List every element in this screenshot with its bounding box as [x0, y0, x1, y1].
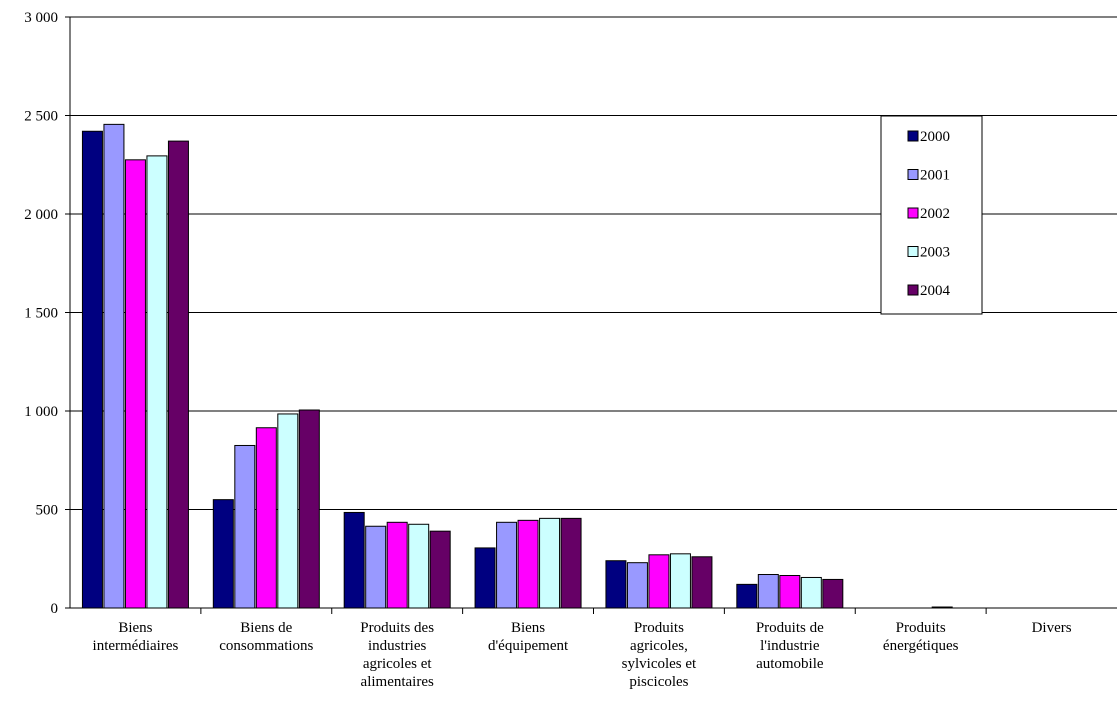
- x-tick-label-line: Produits des: [360, 620, 434, 636]
- x-tick-label-line: piscicoles: [629, 674, 688, 690]
- legend-swatch: [907, 130, 919, 142]
- bar: [81, 130, 103, 609]
- bar: [103, 123, 125, 609]
- legend-swatch: [907, 246, 919, 257]
- x-tick-label: Produits énergétiques: [883, 620, 959, 654]
- bar: [167, 140, 189, 609]
- x-tick-label-line: sylvicoles et: [622, 656, 697, 672]
- x-tick-label: Divers: [1032, 620, 1072, 636]
- bar: [124, 159, 146, 609]
- bar: [757, 574, 779, 609]
- legend: 2000 2001 2002 2003 2004: [880, 115, 983, 315]
- x-tick-label-line: Produits de: [756, 620, 824, 636]
- bar: [560, 517, 582, 609]
- bar: [386, 521, 408, 609]
- x-tick-label: Produits de l'industrie automobile: [756, 620, 824, 672]
- x-tick-label: Produits agricoles, sylvicoles et piscicole…: [622, 620, 697, 690]
- bar: [343, 511, 365, 609]
- legend-swatch: [907, 169, 919, 180]
- axes: [65, 16, 1117, 614]
- legend-swatch: [907, 207, 919, 219]
- bar: [408, 523, 430, 609]
- bar: [800, 576, 822, 609]
- x-tick-label-line: énergétiques: [883, 638, 959, 654]
- bar: [539, 517, 561, 609]
- x-tick-label-line: Produits: [634, 620, 684, 636]
- bar: [429, 530, 451, 609]
- x-tick-label-line: Divers: [1032, 620, 1072, 636]
- bar: [234, 444, 256, 609]
- x-tick-label-line: agricoles,: [630, 638, 688, 654]
- x-tick-label: Biens intermédiaires: [93, 620, 179, 654]
- bar: [669, 553, 691, 609]
- x-tick-label-line: d'équipement: [488, 638, 569, 654]
- bar: [517, 519, 539, 609]
- x-tick-label-line: automobile: [756, 656, 824, 672]
- x-tick-label-line: l'industrie: [760, 638, 820, 654]
- x-tick-labels: Biens intermédiaires Biens de consommations…: [93, 620, 1072, 690]
- x-tick-label-line: Produits: [896, 620, 946, 636]
- bar: [212, 499, 234, 609]
- bar: [298, 409, 320, 609]
- x-tick-label-line: Biens de: [240, 620, 292, 636]
- y-tick-label: 0: [51, 601, 59, 617]
- x-tick-label: Biens d'équipement: [488, 620, 569, 654]
- legend-label: 2000: [920, 129, 950, 145]
- bar: [496, 521, 518, 609]
- y-tick-label: 2 500: [24, 109, 58, 125]
- bar: [474, 547, 496, 609]
- y-tick-labels: 0 500 1 000 1 500 2 000 2 500 3 000: [24, 10, 58, 617]
- bar: [255, 427, 277, 609]
- bar: [648, 554, 670, 609]
- legend-label: 2003: [920, 245, 950, 261]
- y-tick-label: 2 000: [24, 207, 58, 223]
- bar: [605, 560, 627, 609]
- x-tick-label-line: Biens: [511, 620, 545, 636]
- legend-label: 2004: [920, 283, 951, 299]
- x-tick-label: Produits des industries agricoles et alimen…: [360, 620, 434, 690]
- bar: [691, 556, 713, 609]
- legend-label: 2002: [920, 206, 950, 222]
- bar: [146, 155, 168, 609]
- grid-lines: [70, 16, 1117, 510]
- legend-label: 2001: [920, 168, 950, 184]
- x-tick-label-line: Biens: [118, 620, 152, 636]
- y-tick-label: 500: [36, 503, 59, 519]
- y-tick-label: 1 500: [24, 306, 58, 322]
- bar: [365, 525, 387, 609]
- bar: [277, 413, 299, 609]
- bars: [81, 123, 953, 609]
- y-tick-label: 1 000: [24, 404, 58, 420]
- x-tick-label-line: consommations: [219, 638, 313, 654]
- x-tick-label-line: intermédiaires: [93, 638, 179, 654]
- bar: [626, 562, 648, 609]
- x-tick-label-line: alimentaires: [361, 674, 434, 690]
- legend-swatch: [907, 284, 919, 296]
- bar: [779, 574, 801, 609]
- bar: [736, 583, 758, 609]
- x-tick-label: Biens de consommations: [219, 620, 313, 654]
- bar: [822, 578, 844, 609]
- y-tick-label: 3 000: [24, 10, 58, 26]
- legend-box: [880, 115, 983, 315]
- x-tick-label-line: industries: [368, 638, 426, 654]
- x-tick-label-line: agricoles et: [363, 656, 433, 672]
